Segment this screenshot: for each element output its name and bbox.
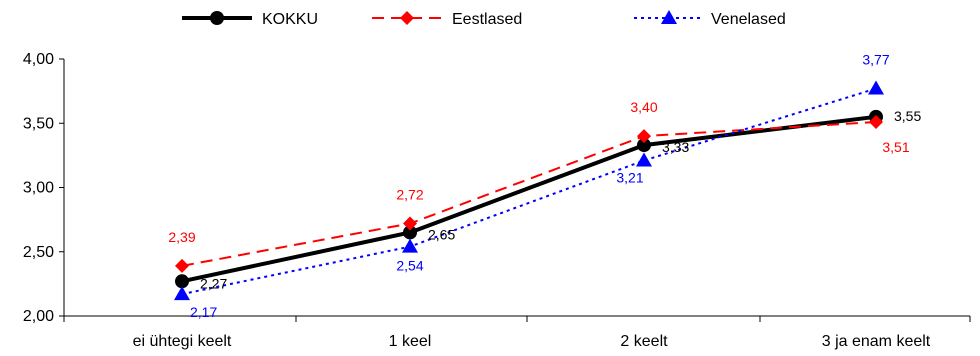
legend-item-kokku: KOKKU [182, 11, 318, 28]
legend: KOKKU Eestlased Venelased [182, 10, 786, 28]
x-tick-label: 3 ja enam keelt [822, 333, 931, 350]
y-tick-label: 3,00 [23, 180, 54, 197]
point-marker-venelased [868, 80, 884, 95]
legend-label: Venelased [711, 11, 786, 28]
y-tick-label: 2,50 [23, 244, 54, 261]
data-label-kokku: 3,55 [894, 108, 921, 124]
point-marker-eestlased [637, 129, 651, 144]
legend-marker [661, 10, 677, 24]
legend-item-venelased: Venelased [634, 10, 786, 28]
data-label-eestlased: 3,51 [882, 139, 909, 155]
x-tick-label: 1 keel [389, 333, 432, 350]
series-line-kokku [181, 114, 877, 284]
legend-label: Eestlased [452, 11, 522, 28]
axes: 2,00 2,50 3,00 3,50 4,00 ei ühtegi keelt 1 kee… [23, 51, 971, 350]
y-tick-label: 4,00 [23, 51, 54, 68]
series-line-venelased [181, 87, 877, 296]
legend-marker [400, 11, 414, 25]
point-marker-kokku [637, 138, 651, 153]
data-label-venelased: 3,21 [616, 170, 643, 186]
data-label-kokku: 3,33 [662, 139, 689, 155]
series-line-eestlased [181, 120, 877, 267]
point-marker-kokku [403, 225, 417, 240]
y-tick-label: 3,50 [23, 115, 54, 132]
series-layer [174, 80, 884, 301]
point-marker-eestlased [175, 258, 189, 273]
data-label-eestlased: 2,39 [168, 229, 195, 245]
data-label-venelased: 2,54 [396, 258, 423, 274]
data-label-kokku: 2,27 [200, 275, 227, 291]
data-labels: 2,27 2,65 3,33 3,55 2,39 2,72 3,40 3,51 2,17 2,54… [168, 52, 921, 321]
point-marker-eestlased [403, 216, 417, 231]
y-tick-label: 2,00 [23, 308, 54, 325]
x-tick-label: 2 keelt [620, 333, 668, 350]
point-marker-venelased [174, 286, 190, 301]
data-label-venelased: 3,77 [862, 52, 889, 68]
x-tick-label: ei ühtegi keelt [133, 333, 232, 350]
point-marker-kokku [175, 274, 189, 289]
legend-item-eestlased: Eestlased [372, 11, 522, 28]
data-label-kokku: 2,65 [428, 226, 455, 242]
legend-marker [210, 11, 224, 25]
legend-label: KOKKU [262, 11, 318, 28]
point-marker-venelased [402, 238, 418, 253]
data-label-venelased: 2,17 [190, 304, 217, 320]
data-label-eestlased: 2,72 [396, 186, 423, 202]
point-marker-eestlased [869, 114, 883, 129]
data-label-eestlased: 3,40 [630, 99, 657, 115]
point-marker-venelased [636, 152, 652, 167]
